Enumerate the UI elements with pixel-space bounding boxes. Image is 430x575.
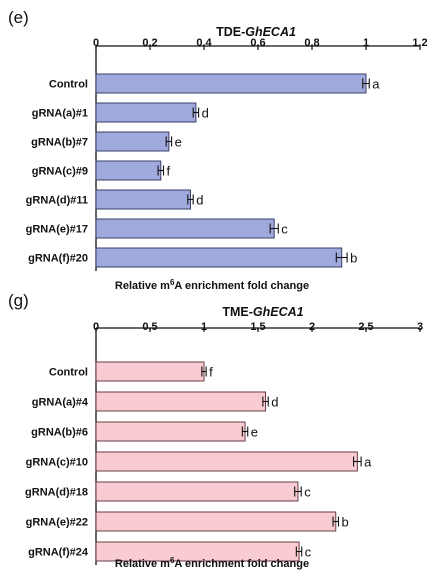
bar bbox=[95, 481, 299, 502]
bar bbox=[95, 218, 275, 239]
significance-letter: b bbox=[341, 515, 348, 530]
chart-panel-0: (e) TDE-GhECA1 0 0.2 0.4 0.6 0.8 1 1.2 Control a gR… bbox=[8, 8, 428, 292]
bar bbox=[95, 421, 246, 442]
x-tick-label: 3 bbox=[417, 321, 423, 333]
x-tick-label: 0.4 bbox=[196, 37, 212, 49]
category-label: gRNA(b)#7 bbox=[31, 137, 88, 149]
x-axis-label-sup: 6 bbox=[170, 556, 175, 565]
bar bbox=[95, 451, 358, 472]
x-axis-label-post: A enrichment fold change bbox=[174, 280, 309, 292]
chart-title: TDE-GhECA1 bbox=[216, 25, 296, 39]
chart-panel-1: (g) TME-GhECA1 0 0.5 1 1.5 2 2.5 3 Control f gRNA(a… bbox=[8, 291, 423, 570]
significance-letter: b bbox=[350, 251, 357, 266]
chart-title-gene: GhECA1 bbox=[253, 305, 304, 319]
x-tick-label: 0.6 bbox=[250, 37, 265, 49]
chart-title: TME-GhECA1 bbox=[222, 305, 303, 319]
x-axis-label-sup: 6 bbox=[170, 278, 175, 287]
bar bbox=[95, 160, 162, 181]
x-tick-label: 1 bbox=[201, 321, 207, 333]
x-tick-label: 1.5 bbox=[250, 321, 265, 333]
chart-title-prefix: TME- bbox=[222, 305, 253, 319]
x-tick-label: 1 bbox=[363, 37, 369, 49]
bar bbox=[95, 131, 170, 152]
bar bbox=[95, 247, 343, 268]
significance-letter: c bbox=[305, 545, 312, 560]
category-label: Control bbox=[49, 79, 88, 91]
significance-letter: e bbox=[175, 135, 182, 150]
category-label: gRNA(d)#11 bbox=[26, 195, 88, 207]
x-tick-label: 0.2 bbox=[142, 37, 157, 49]
x-axis-label-pre: Relative m bbox=[115, 558, 170, 570]
x-tick-label: 0.8 bbox=[304, 37, 319, 49]
bar bbox=[95, 102, 197, 123]
significance-letter: d bbox=[202, 106, 209, 121]
significance-letter: a bbox=[364, 455, 372, 470]
category-label: gRNA(b)#6 bbox=[31, 427, 88, 439]
significance-letter: d bbox=[196, 193, 203, 208]
significance-letter: c bbox=[281, 222, 288, 237]
bar bbox=[95, 511, 337, 532]
x-tick-label: 0.5 bbox=[142, 321, 157, 333]
bar bbox=[95, 361, 205, 382]
significance-letter: e bbox=[251, 425, 258, 440]
panel-label: (e) bbox=[8, 8, 29, 27]
category-label: Control bbox=[49, 367, 88, 379]
chart-title-prefix: TDE- bbox=[216, 25, 245, 39]
significance-letter: f bbox=[209, 365, 213, 380]
significance-letter: a bbox=[372, 77, 380, 92]
x-tick-label: 2.5 bbox=[358, 321, 373, 333]
category-label: gRNA(a)#4 bbox=[32, 397, 89, 409]
x-axis-label-post: A enrichment fold change bbox=[174, 558, 309, 570]
category-label: gRNA(a)#1 bbox=[32, 108, 88, 120]
significance-letter: f bbox=[167, 164, 171, 179]
panel-label: (g) bbox=[8, 291, 29, 310]
category-label: gRNA(e)#22 bbox=[26, 517, 88, 529]
significance-letter: c bbox=[304, 485, 311, 500]
category-label: gRNA(f)#24 bbox=[28, 547, 89, 559]
x-tick-label: 0 bbox=[93, 321, 99, 333]
category-label: gRNA(c)#9 bbox=[32, 166, 88, 178]
category-label: gRNA(d)#18 bbox=[25, 487, 88, 499]
x-axis-label: Relative m6A enrichment fold change bbox=[115, 278, 309, 293]
x-tick-label: 2 bbox=[309, 321, 315, 333]
significance-letter: d bbox=[271, 395, 278, 410]
x-tick-label: 1.2 bbox=[412, 37, 427, 49]
x-axis-label: Relative m6A enrichment fold change bbox=[115, 556, 309, 571]
bar bbox=[95, 189, 191, 210]
category-label: gRNA(c)#10 bbox=[26, 457, 88, 469]
category-label: gRNA(f)#20 bbox=[28, 253, 88, 265]
bar bbox=[95, 73, 367, 94]
x-axis-label-pre: Relative m bbox=[115, 280, 170, 292]
chart-title-gene: GhECA1 bbox=[245, 25, 296, 39]
bar bbox=[95, 391, 267, 412]
x-tick-label: 0 bbox=[93, 37, 99, 49]
category-label: gRNA(e)#17 bbox=[26, 224, 88, 236]
